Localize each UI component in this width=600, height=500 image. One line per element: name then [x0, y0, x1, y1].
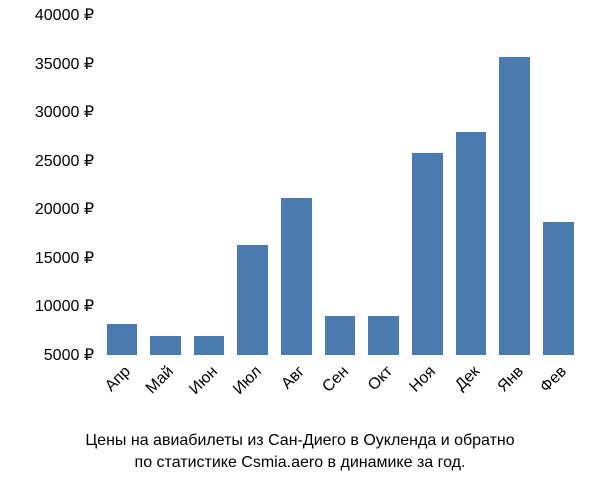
- y-tick-label: 40000 ₽: [35, 5, 94, 25]
- plot-area: АпрМайИюнИюлАвгСенОктНояДекЯнвФев: [100, 15, 580, 355]
- bar: [412, 153, 443, 355]
- bar-slot: Ноя: [405, 15, 449, 355]
- bar-slot: Июн: [187, 15, 231, 355]
- bar-slot: Май: [144, 15, 188, 355]
- bar-slot: Авг: [275, 15, 319, 355]
- bar-slot: Янв: [493, 15, 537, 355]
- chart-caption: Цены на авиабилеты из Сан-Диего в Оуклен…: [0, 430, 600, 473]
- y-tick-label: 10000 ₽: [35, 296, 94, 316]
- x-tick-label: Июл: [230, 363, 266, 399]
- x-tick-label: Июн: [186, 363, 222, 399]
- bar: [107, 324, 138, 355]
- x-tick-label: Дек: [452, 363, 484, 395]
- bar: [543, 222, 574, 355]
- caption-line-2: по статистике Csmia.aero в динамике за г…: [135, 454, 466, 471]
- bar-slot: Дек: [449, 15, 493, 355]
- y-tick-label: 30000 ₽: [35, 102, 94, 122]
- x-tick-label: Окт: [365, 363, 397, 395]
- y-tick-label: 25000 ₽: [35, 151, 94, 171]
- bar: [499, 57, 530, 355]
- bar: [150, 336, 181, 355]
- x-tick-label: Авг: [279, 363, 309, 393]
- bar: [325, 316, 356, 355]
- x-tick-label: Сен: [319, 363, 352, 396]
- bar: [281, 198, 312, 355]
- bar: [368, 316, 399, 355]
- bars-container: АпрМайИюнИюлАвгСенОктНояДекЯнвФев: [100, 15, 580, 355]
- y-tick-label: 15000 ₽: [35, 248, 94, 268]
- bar-slot: Окт: [362, 15, 406, 355]
- y-tick-label: 20000 ₽: [35, 199, 94, 219]
- bar-slot: Фев: [536, 15, 580, 355]
- caption-line-1: Цены на авиабилеты из Сан-Диего в Оуклен…: [85, 432, 514, 449]
- y-tick-label: 35000 ₽: [35, 54, 94, 74]
- bar: [237, 245, 268, 355]
- bar-slot: Сен: [318, 15, 362, 355]
- bar-slot: Июл: [231, 15, 275, 355]
- x-tick-label: Фев: [537, 363, 571, 397]
- price-chart: АпрМайИюнИюлАвгСенОктНояДекЯнвФев 5000 ₽…: [0, 0, 600, 500]
- x-tick-label: Апр: [102, 363, 135, 396]
- bar: [194, 336, 225, 355]
- bar: [456, 132, 487, 355]
- bar-slot: Апр: [100, 15, 144, 355]
- x-tick-label: Янв: [494, 363, 527, 396]
- x-tick-label: Ноя: [407, 363, 440, 396]
- x-tick-label: Май: [143, 363, 178, 398]
- y-tick-label: 5000 ₽: [44, 345, 94, 365]
